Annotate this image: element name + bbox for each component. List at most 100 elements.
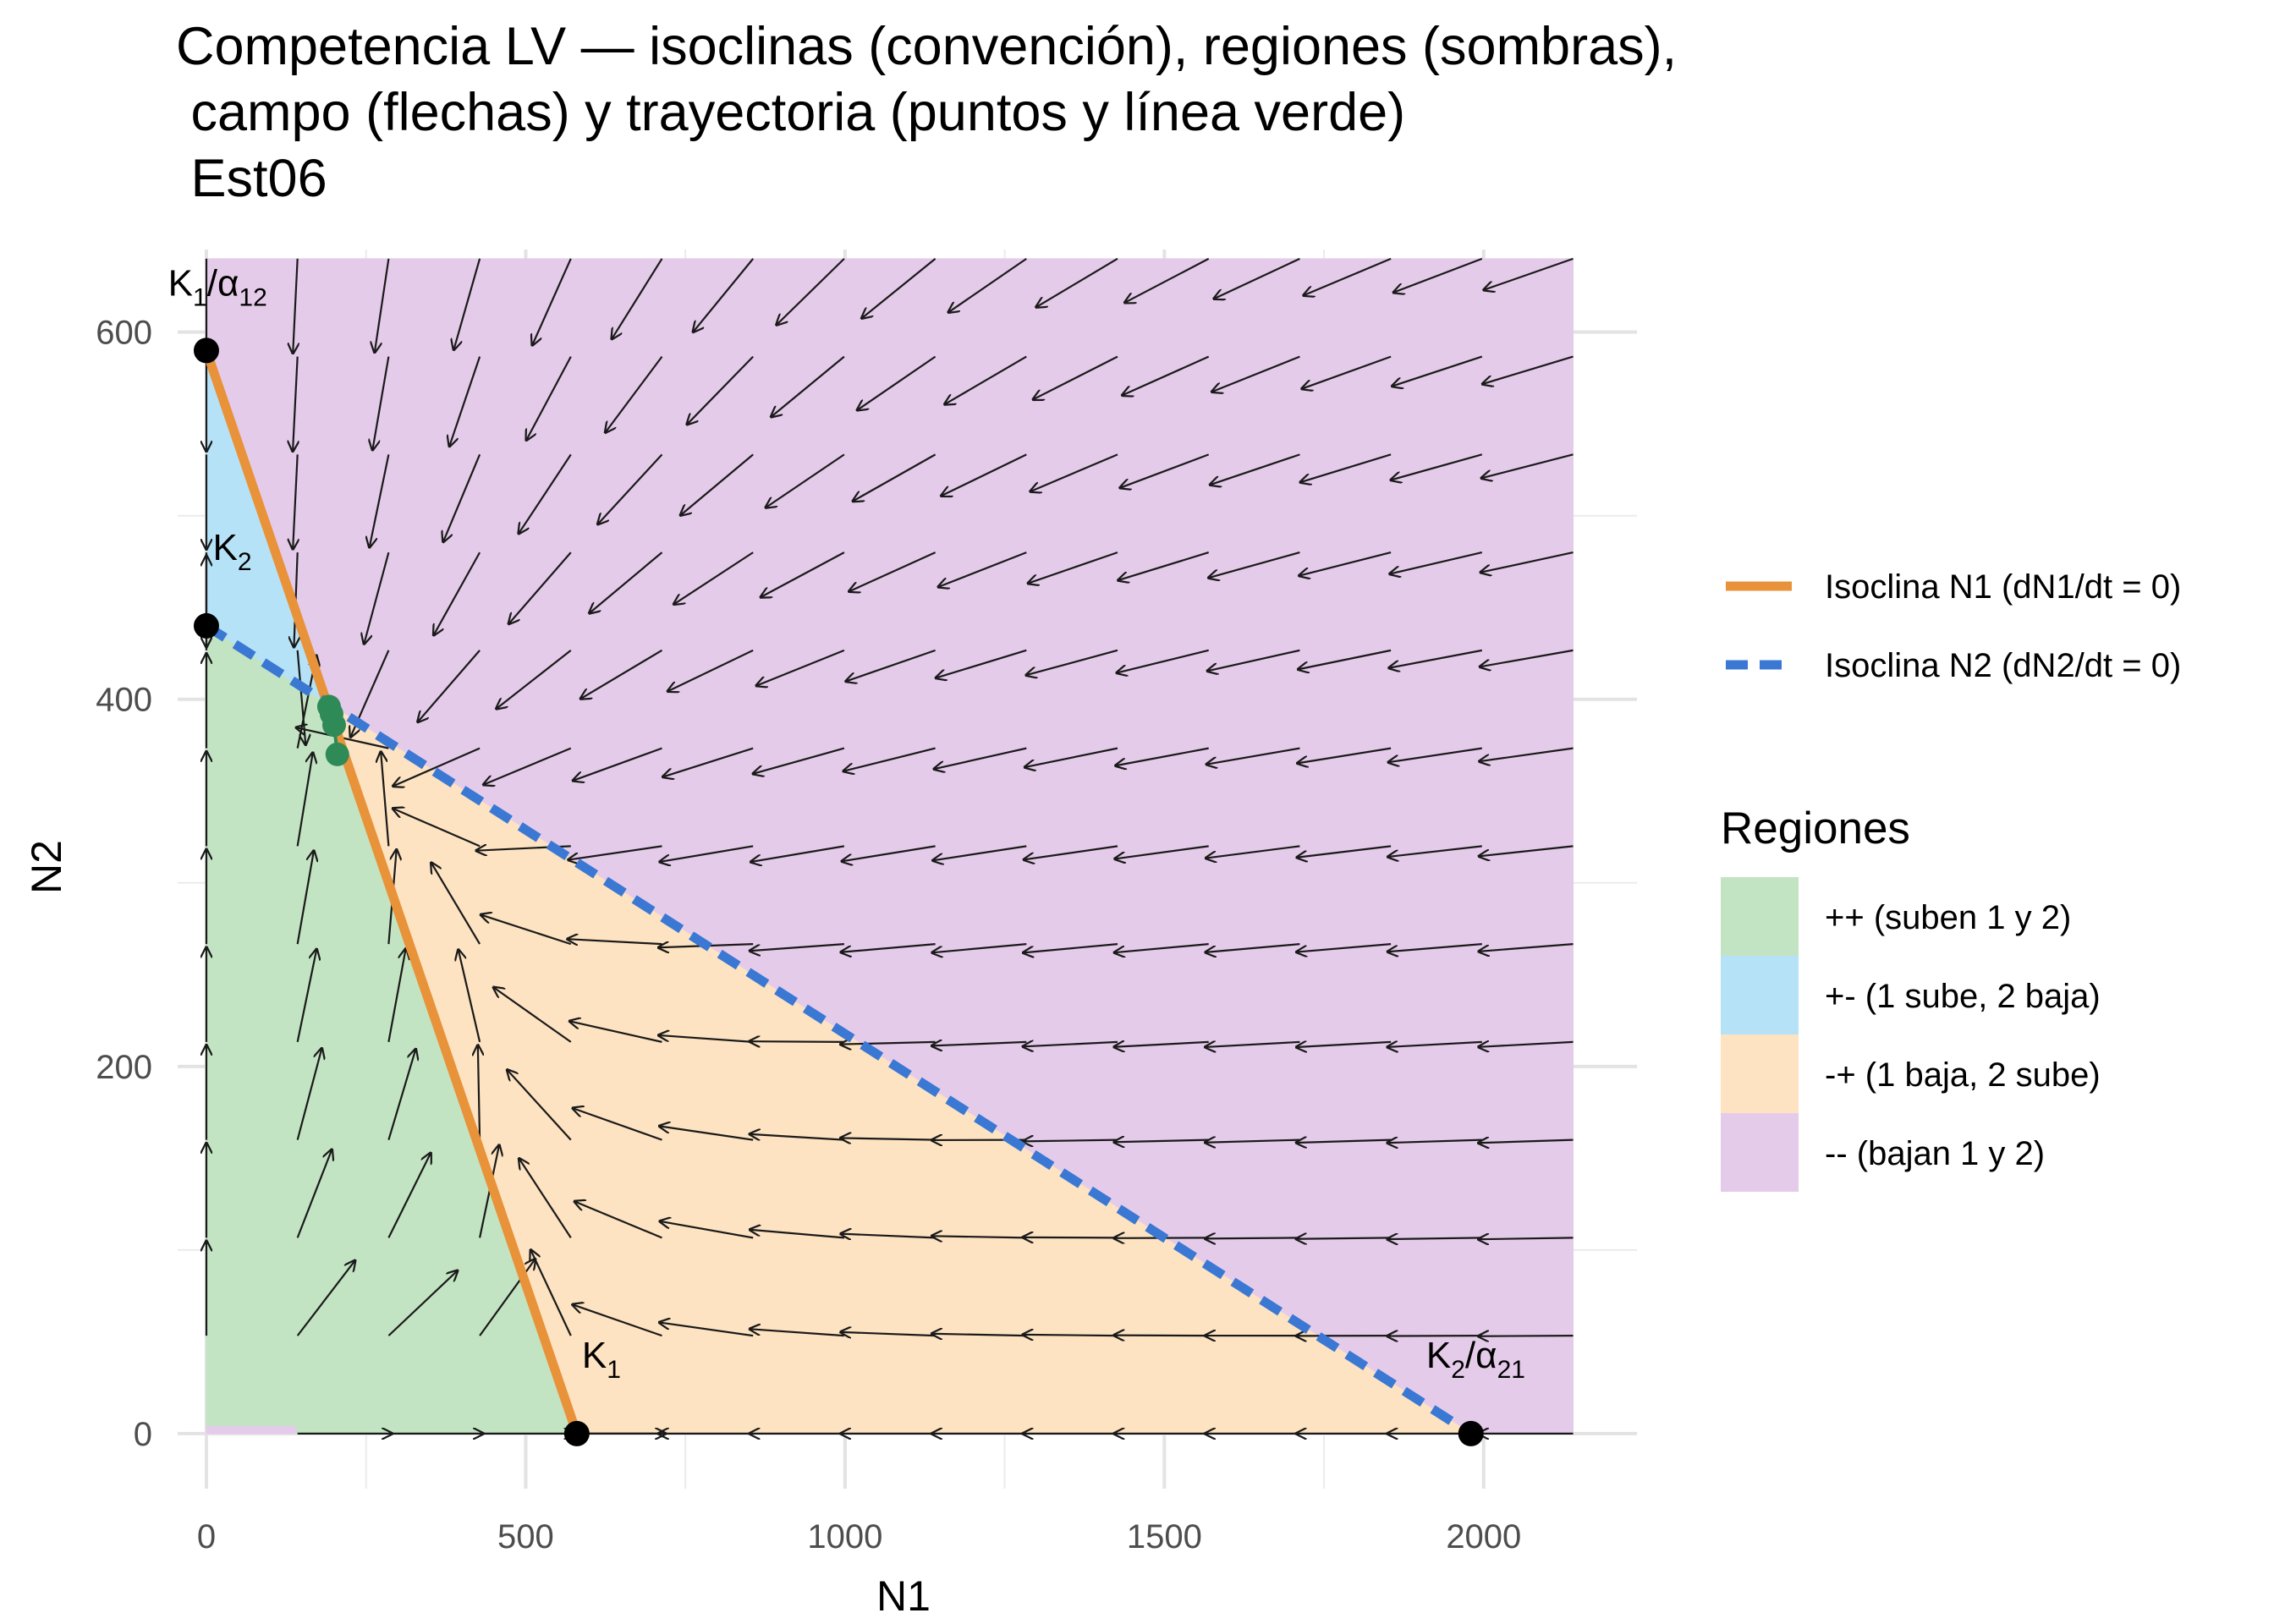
field-arrow-191 xyxy=(1391,453,1483,480)
y-tick-label-1: 200 xyxy=(96,1049,152,1086)
field-arrow-167 xyxy=(1214,257,1300,299)
field-arrow-110 xyxy=(843,747,936,771)
field-arrow-147 xyxy=(1114,943,1209,952)
y-axis-title: N2 xyxy=(23,840,70,894)
field-arrow-72 xyxy=(580,649,663,699)
equilibrium-label-2: K1 xyxy=(582,1335,621,1384)
field-arrow-73 xyxy=(590,551,663,613)
field-arrow-145 xyxy=(1114,1140,1209,1143)
field-arrow-23 xyxy=(293,356,298,452)
axis-ticks: 0 500 1000 1500 2000 0 200 400 600 xyxy=(96,315,1521,1555)
field-arrow-113 xyxy=(853,453,937,501)
legend-swatch-region-mp xyxy=(1721,1034,1799,1113)
field-arrow-81 xyxy=(658,1035,754,1043)
title-line-3: Est06 xyxy=(176,149,327,208)
field-arrow-41 xyxy=(478,1045,480,1140)
field-arrow-55 xyxy=(493,987,572,1043)
field-arrow-164 xyxy=(1209,551,1300,578)
field-arrow-201 xyxy=(1480,747,1574,762)
equilibrium-point-3 xyxy=(1458,1420,1484,1446)
field-arrow-138 xyxy=(1028,551,1118,584)
field-arrow-166 xyxy=(1211,355,1300,392)
field-arrow-146 xyxy=(1114,1042,1209,1047)
field-arrow-131 xyxy=(1023,1237,1118,1238)
field-arrow-48 xyxy=(443,453,481,541)
field-arrow-197 xyxy=(1479,1140,1574,1144)
legend: Isoclina N1 (dN1/dt = 0) Isoclina N2 (dN… xyxy=(1721,568,2181,1192)
equilibrium-point-1 xyxy=(193,612,219,639)
field-arrow-91 xyxy=(750,1329,844,1337)
field-arrow-192 xyxy=(1392,355,1483,387)
field-arrow-107 xyxy=(841,1042,936,1045)
field-arrow-118 xyxy=(931,1236,1027,1237)
field-arrow-190 xyxy=(1390,551,1483,573)
equilibrium-label-0: K1/α12 xyxy=(168,262,267,311)
field-arrow-17 xyxy=(296,851,314,945)
field-arrow-108 xyxy=(841,943,936,952)
field-arrow-79 xyxy=(660,1221,754,1239)
field-arrow-63 xyxy=(532,258,572,345)
field-arrow-162 xyxy=(1206,747,1300,765)
chart-title: Competencia LV — isoclinas (convención),… xyxy=(176,17,1677,208)
field-arrow-148 xyxy=(1115,845,1209,859)
y-tick-label-2: 400 xyxy=(96,682,152,719)
field-arrow-205 xyxy=(1482,355,1574,384)
field-arrow-35 xyxy=(370,454,390,547)
legend-label-region-mm: -- (bajan 1 y 2) xyxy=(1825,1135,2045,1172)
isoclines-layer xyxy=(201,348,1474,1438)
field-arrow-29 xyxy=(387,949,405,1043)
field-arrow-80 xyxy=(659,1126,754,1141)
x-tick-label-2: 1000 xyxy=(807,1518,882,1555)
field-arrow-102 xyxy=(777,258,845,325)
field-arrow-84 xyxy=(662,747,754,777)
field-arrow-75 xyxy=(605,355,663,433)
field-arrow-159 xyxy=(1206,1042,1300,1047)
trajectory-layer xyxy=(316,694,349,766)
field-arrow-136 xyxy=(1024,747,1118,767)
field-arrow-37 xyxy=(375,258,390,353)
field-arrow-95 xyxy=(750,943,844,951)
y-tick-label-0: 0 xyxy=(134,1416,152,1453)
field-arrow-86 xyxy=(673,551,754,604)
field-arrow-89 xyxy=(693,258,755,332)
field-arrow-70 xyxy=(568,845,662,859)
field-arrow-139 xyxy=(1030,453,1118,491)
field-arrow-137 xyxy=(1026,649,1118,675)
field-arrow-186 xyxy=(1387,943,1482,952)
field-arrow-109 xyxy=(842,845,936,861)
field-arrow-120 xyxy=(931,1042,1027,1046)
title-line-1: Competencia LV — isoclinas (convención),… xyxy=(176,17,1677,76)
legend-label-region-pp: ++ (suben 1 y 2) xyxy=(1825,899,2071,936)
field-arrow-185 xyxy=(1387,1042,1482,1047)
field-arrow-140 xyxy=(1033,355,1118,400)
field-arrow-127 xyxy=(945,355,1027,404)
field-arrow-175 xyxy=(1298,747,1392,764)
field-arrow-111 xyxy=(846,649,936,682)
field-arrow-61 xyxy=(519,453,572,533)
field-arrow-173 xyxy=(1297,943,1392,952)
field-arrow-151 xyxy=(1118,551,1210,580)
legend-label-isoclina-n1: Isoclina N1 (dN1/dt = 0) xyxy=(1825,568,2181,606)
field-arrow-66 xyxy=(574,1201,662,1239)
field-arrow-203 xyxy=(1480,551,1574,573)
field-arrow-59 xyxy=(497,649,572,709)
title-line-2: campo (flechas) y trayectoria (puntos y … xyxy=(176,83,1405,142)
field-arrow-53 xyxy=(519,1159,572,1238)
field-arrow-130 xyxy=(1023,1335,1118,1336)
field-arrow-117 xyxy=(931,1334,1027,1336)
trajectory-point-2 xyxy=(321,713,346,738)
field-arrow-193 xyxy=(1393,257,1483,293)
field-arrow-177 xyxy=(1299,551,1392,576)
field-arrow-114 xyxy=(857,355,937,410)
field-arrow-115 xyxy=(862,257,937,318)
field-arrow-150 xyxy=(1117,649,1209,673)
equilibrium-point-0 xyxy=(193,337,219,364)
field-arrow-141 xyxy=(1036,257,1118,307)
field-arrow-76 xyxy=(612,258,663,339)
field-arrow-196 xyxy=(1479,1237,1574,1239)
field-arrow-199 xyxy=(1479,943,1574,952)
field-arrow-152 xyxy=(1120,453,1210,487)
field-arrow-69 xyxy=(568,939,662,944)
field-arrow-54 xyxy=(507,1070,572,1141)
field-arrow-121 xyxy=(932,943,1027,952)
